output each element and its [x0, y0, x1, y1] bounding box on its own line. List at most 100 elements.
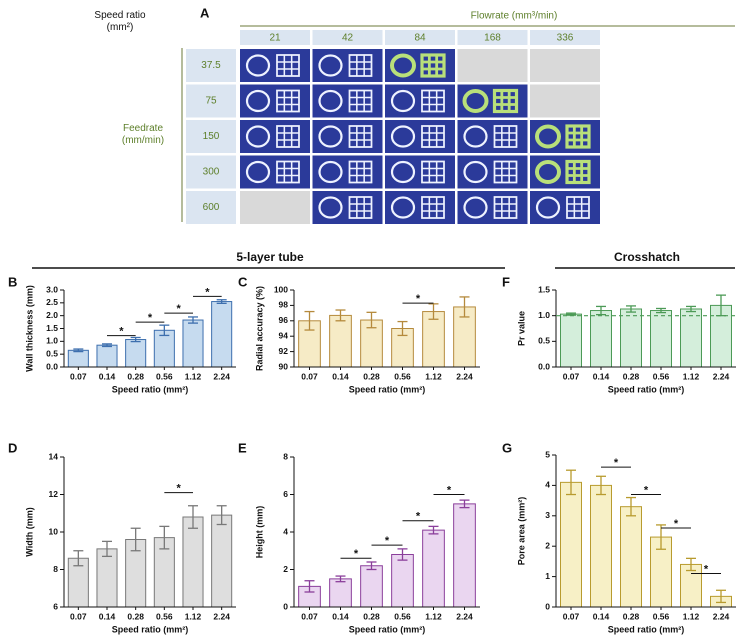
- y-tick-label: 90: [279, 361, 289, 371]
- y-tick-label: 0.0: [538, 361, 550, 371]
- bar: [182, 319, 204, 368]
- row-header: 75: [205, 96, 217, 107]
- x-axis-label: Speed ratio (mm²): [112, 624, 189, 634]
- y-axis-label: Width (mm): [24, 507, 34, 556]
- panel-letter: C: [238, 274, 248, 289]
- y-tick-label: 3.0: [46, 284, 58, 294]
- column-header: 336: [557, 33, 574, 44]
- error-bar: [102, 343, 112, 348]
- bar: [211, 514, 233, 608]
- side-title: Feedrate (mm/min): [122, 123, 164, 146]
- significance-label: *: [704, 563, 709, 575]
- y-tick-label: 4: [283, 526, 288, 536]
- y-tick-label: 0.0: [46, 361, 58, 371]
- significance-label: *: [354, 548, 359, 560]
- bar: [360, 565, 383, 608]
- error-bar: [716, 589, 726, 604]
- error-bar: [656, 307, 666, 314]
- grid-frame: [348, 89, 373, 113]
- ring: [245, 89, 271, 113]
- x-tick-label: 0.28: [363, 611, 380, 621]
- x-tick-label: 1.12: [425, 611, 442, 621]
- ring: [318, 196, 343, 219]
- ring: [463, 196, 488, 219]
- ring: [463, 125, 488, 148]
- x-tick-label: 0.56: [394, 371, 411, 381]
- x-tick-label: 0.56: [394, 611, 411, 621]
- y-tick-label: 92: [279, 346, 289, 356]
- panel-letter: B: [8, 274, 17, 289]
- significance-label: *: [416, 293, 421, 305]
- x-axis-label: Speed ratio (mm²): [608, 624, 685, 634]
- bar: [453, 503, 476, 608]
- column-header: 168: [484, 33, 501, 44]
- grid-frame: [276, 160, 300, 184]
- column-header-cell: [385, 30, 455, 45]
- y-tick-label: 1.0: [46, 336, 58, 346]
- y-tick-label: 2: [545, 540, 550, 550]
- column-header: 42: [342, 33, 354, 44]
- error-bar: [304, 580, 315, 593]
- bar: [182, 516, 204, 608]
- error-bar: [159, 525, 170, 550]
- y-tick-label: 6: [283, 489, 288, 499]
- row-header-cell: [186, 84, 236, 118]
- ring: [245, 125, 271, 148]
- y-tick-label: 8: [53, 564, 58, 574]
- error-bar: [428, 525, 439, 535]
- y-tick-label: 2.0: [46, 310, 58, 320]
- x-tick-label: 2.24: [456, 611, 473, 621]
- x-tick-label: 0.14: [593, 611, 610, 621]
- x-tick-label: 0.14: [99, 371, 116, 381]
- row-header-cell: [186, 191, 236, 224]
- bar: [125, 339, 147, 368]
- ring: [245, 160, 271, 184]
- significance-label: *: [177, 483, 182, 495]
- grid-frame: [276, 125, 300, 148]
- significance-label: *: [674, 518, 679, 530]
- x-tick-label: 0.28: [127, 611, 144, 621]
- error-bar: [188, 316, 198, 324]
- x-axis-label: Speed ratio (mm²): [349, 624, 426, 634]
- bar: [650, 310, 672, 368]
- row-header: 300: [203, 167, 220, 178]
- x-tick-label: 0.14: [593, 371, 610, 381]
- x-tick-label: 0.14: [332, 371, 349, 381]
- bar: [560, 313, 582, 368]
- bar: [620, 506, 642, 608]
- error-bar: [459, 296, 470, 318]
- grid-frame: [421, 125, 445, 148]
- y-tick-label: 14: [49, 451, 59, 461]
- x-tick-label: 2.24: [713, 371, 730, 381]
- error-bar: [73, 550, 84, 567]
- error-bar: [596, 475, 606, 496]
- x-axis-label: Speed ratio (mm²): [349, 384, 426, 394]
- x-tick-label: 0.07: [563, 371, 580, 381]
- error-bar: [216, 299, 227, 304]
- bar: [211, 301, 233, 368]
- x-tick-label: 0.56: [653, 371, 670, 381]
- significance-label: *: [177, 303, 182, 315]
- ring: [390, 89, 416, 113]
- ring: [535, 160, 561, 184]
- grid-frame: [493, 125, 518, 148]
- error-bar: [130, 527, 141, 552]
- y-tick-label: 96: [279, 315, 289, 325]
- x-tick-label: 1.12: [683, 371, 700, 381]
- bar: [590, 484, 612, 608]
- bar: [680, 308, 702, 368]
- ring: [390, 160, 416, 184]
- bar: [422, 529, 445, 608]
- ring: [390, 196, 416, 219]
- error-bar: [304, 310, 315, 331]
- error-bar: [397, 548, 408, 561]
- y-tick-label: 6: [53, 601, 58, 611]
- significance-label: *: [205, 286, 210, 298]
- significance-label: *: [119, 326, 124, 338]
- bar: [590, 310, 612, 368]
- y-axis-label: Radial accuracy (%): [254, 286, 264, 371]
- error-bar: [73, 348, 84, 353]
- grid-frame: [493, 196, 518, 219]
- grid-frame: [421, 89, 445, 113]
- error-bar: [102, 540, 112, 558]
